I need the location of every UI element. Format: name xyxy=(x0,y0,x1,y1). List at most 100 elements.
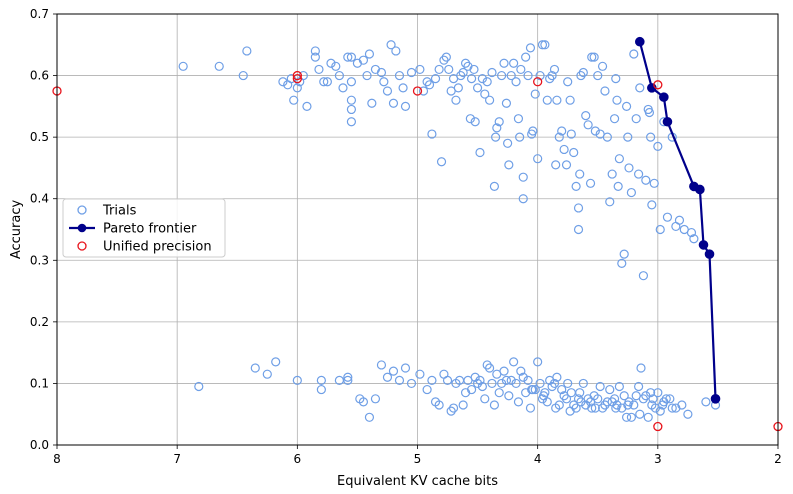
trial-point xyxy=(424,80,435,90)
trial-point xyxy=(573,224,584,235)
trial-point xyxy=(492,123,502,133)
trial-point xyxy=(391,46,401,56)
trial-point xyxy=(686,227,697,238)
trial-point xyxy=(511,77,521,87)
trial-point xyxy=(343,52,353,62)
x-tick-label: 8 xyxy=(53,452,61,466)
trial-point xyxy=(665,394,675,404)
trial-point xyxy=(634,169,644,179)
trial-point xyxy=(480,394,490,404)
trial-point xyxy=(533,154,543,164)
trial-point xyxy=(559,144,569,155)
trial-point xyxy=(400,101,411,111)
trial-point xyxy=(504,160,514,170)
trial-point xyxy=(677,400,687,410)
trial-point xyxy=(646,388,656,398)
trial-point xyxy=(346,77,357,87)
trial-point xyxy=(418,86,429,96)
trial-point xyxy=(547,381,557,392)
unified-point xyxy=(292,70,302,81)
trial-point xyxy=(504,391,514,401)
trial-point xyxy=(561,394,572,404)
trial-point xyxy=(487,378,497,389)
trial-point xyxy=(542,95,552,105)
trial-point xyxy=(626,187,636,198)
pareto-point xyxy=(710,394,721,404)
trial-point xyxy=(619,391,629,401)
trial-point xyxy=(683,409,693,419)
trial-point xyxy=(382,86,393,96)
trial-point xyxy=(593,70,603,81)
trial-point xyxy=(518,194,528,204)
trial-point xyxy=(458,67,468,78)
trial-point xyxy=(346,52,357,62)
trial-point xyxy=(302,101,312,111)
trial-point xyxy=(310,46,320,56)
legend-item-pareto: Pareto frontier xyxy=(69,222,197,237)
trial-point xyxy=(442,375,453,385)
trial-point xyxy=(427,375,437,385)
trial-point xyxy=(271,357,281,367)
x-axis: 8 7 6 5 4 3 2 xyxy=(53,445,782,466)
trial-point xyxy=(415,64,425,75)
trial-point xyxy=(515,132,525,142)
trial-point xyxy=(516,64,526,75)
trial-point xyxy=(662,212,673,222)
trial-point xyxy=(362,70,372,81)
trial-point xyxy=(477,381,487,392)
trial-point xyxy=(569,147,579,158)
trial-point xyxy=(444,64,454,75)
legend: Trials Pareto frontier Unified precision xyxy=(62,198,226,258)
trial-point xyxy=(406,67,417,78)
trial-point xyxy=(499,58,509,68)
trial-point xyxy=(364,49,375,59)
trial-point xyxy=(480,89,490,99)
pareto-point xyxy=(698,240,709,250)
y-tick-label: 0.0 xyxy=(30,438,49,452)
unified-point xyxy=(653,80,663,90)
trial-point xyxy=(472,378,483,389)
legend-box xyxy=(62,198,226,258)
trial-point xyxy=(497,70,507,81)
trial-point xyxy=(571,181,581,191)
trial-point xyxy=(470,372,480,382)
trial-point xyxy=(655,406,665,416)
trial-point xyxy=(607,169,617,179)
trial-point xyxy=(453,83,463,93)
trial-point xyxy=(518,372,528,382)
trial-point xyxy=(497,378,507,389)
trial-point xyxy=(499,366,509,376)
trial-point xyxy=(516,366,526,376)
trial-point xyxy=(358,397,369,407)
trial-point xyxy=(178,61,188,71)
trial-point xyxy=(518,172,528,182)
pareto-point xyxy=(695,184,705,195)
trial-point xyxy=(545,74,555,84)
trial-point xyxy=(316,375,326,385)
trial-point xyxy=(634,381,644,392)
legend-label: Unified precision xyxy=(103,240,212,255)
pareto-point xyxy=(704,249,715,259)
x-axis-label: Equivalent KV cache bits xyxy=(337,474,498,489)
trial-point xyxy=(600,86,610,96)
trial-point xyxy=(382,372,393,382)
trial-point xyxy=(485,363,495,373)
trial-point xyxy=(590,126,600,136)
legend-label: Trials xyxy=(102,204,137,219)
trial-point xyxy=(214,61,224,71)
trial-point xyxy=(528,384,538,395)
trial-point xyxy=(434,64,444,75)
x-tick-label: 6 xyxy=(294,452,302,466)
y-tick-label: 0.7 xyxy=(30,7,49,21)
unified-point xyxy=(653,421,663,432)
trial-point xyxy=(530,384,540,395)
trial-point xyxy=(701,397,711,407)
legend-marker-icon xyxy=(77,223,87,233)
trial-point xyxy=(501,98,512,108)
trial-point xyxy=(595,381,605,392)
unified-point xyxy=(292,74,302,84)
trial-point xyxy=(528,126,538,136)
trial-point xyxy=(614,381,624,392)
x-tick-label: 7 xyxy=(173,452,181,466)
y-tick-label: 0.5 xyxy=(30,130,49,144)
